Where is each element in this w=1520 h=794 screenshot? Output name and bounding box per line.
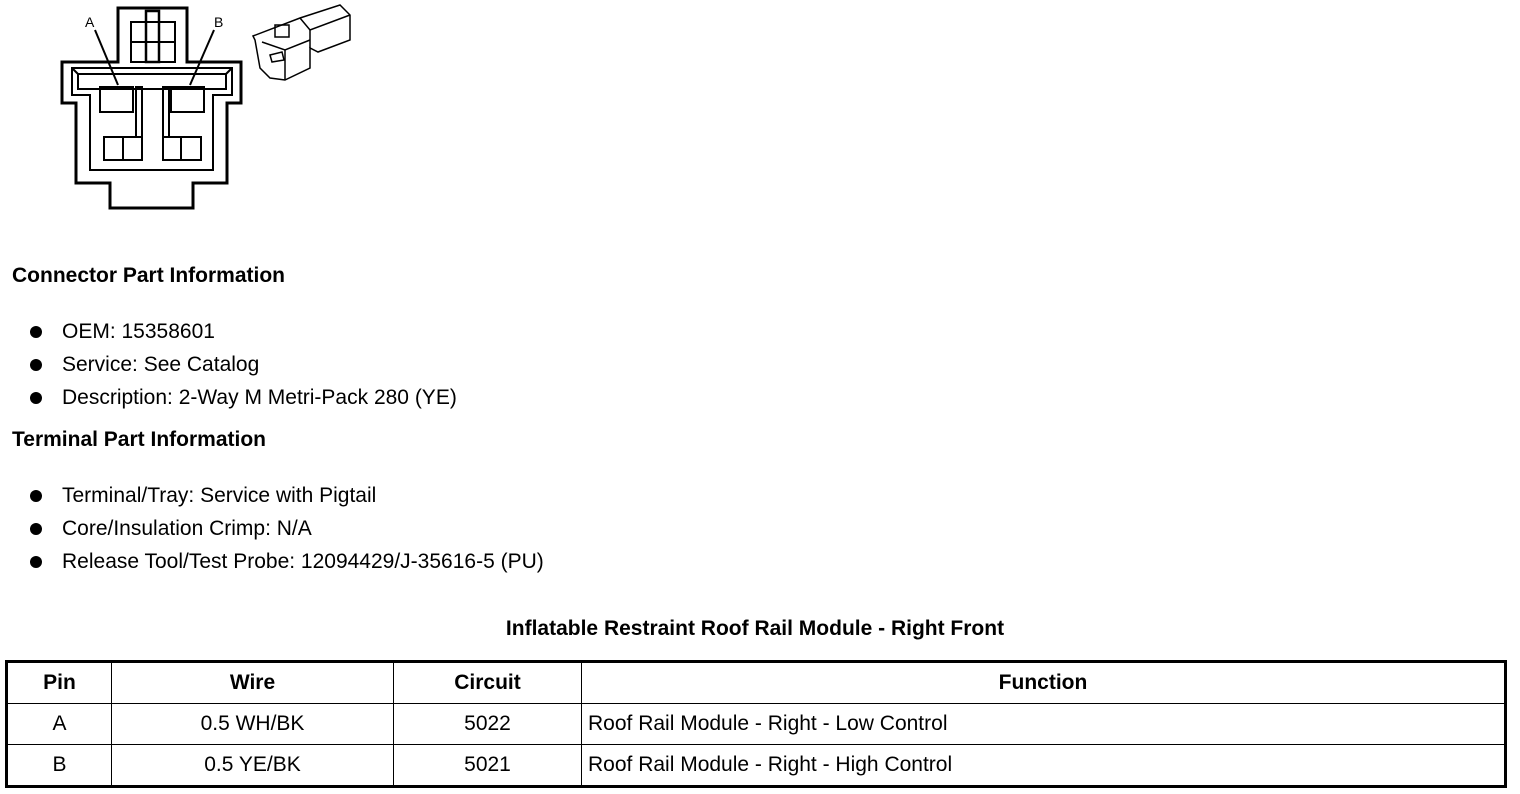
list-item: Release Tool/Test Probe: 12094429/J-3561… <box>28 545 544 578</box>
cell-function: Roof Rail Module - Right - Low Control <box>581 703 1506 745</box>
cell-circuit: 5022 <box>393 703 582 745</box>
pin-label-a: A <box>85 14 95 30</box>
header-circuit: Circuit <box>393 661 582 704</box>
connector-part-info-heading: Connector Part Information <box>12 264 286 287</box>
header-function: Function <box>581 661 1506 704</box>
cell-circuit: 5021 <box>393 744 582 787</box>
connector-face-diagram: A B <box>60 4 351 210</box>
pin-b-cavity <box>170 86 205 113</box>
list-item: Description: 2-Way M Metri-Pack 280 (YE) <box>28 381 457 414</box>
cell-pin: B <box>6 744 112 787</box>
list-item: Service: See Catalog <box>28 348 457 381</box>
cell-wire: 0.5 WH/BK <box>111 703 394 745</box>
header-pin: Pin <box>6 661 112 704</box>
list-item: OEM: 15358601 <box>28 315 457 348</box>
pinout-table: Pin Wire Circuit Function A 0.5 WH/BK 50… <box>5 660 1507 788</box>
list-item: Terminal/Tray: Service with Pigtail <box>28 479 544 512</box>
connector-part-info-list: OEM: 15358601 Service: See Catalog Descr… <box>28 315 457 414</box>
terminal-part-info-list: Terminal/Tray: Service with Pigtail Core… <box>28 479 544 578</box>
table-row: B 0.5 YE/BK 5021 Roof Rail Module - Righ… <box>6 744 1506 787</box>
table-row: A 0.5 WH/BK 5022 Roof Rail Module - Righ… <box>6 703 1506 745</box>
terminal-part-info-heading: Terminal Part Information <box>12 428 266 451</box>
connector-housing-outline <box>60 6 243 210</box>
table-title: Inflatable Restraint Roof Rail Module - … <box>505 617 1005 640</box>
cell-function: Roof Rail Module - Right - High Control <box>581 744 1506 787</box>
cell-pin: A <box>6 703 112 745</box>
header-wire: Wire <box>111 661 394 704</box>
inner-frame <box>71 67 233 171</box>
connector-isometric-icon <box>251 4 351 81</box>
pin-a-cavity <box>99 86 134 113</box>
list-item: Core/Insulation Crimp: N/A <box>28 512 544 545</box>
pin-label-b: B <box>214 14 223 30</box>
cell-wire: 0.5 YE/BK <box>111 744 394 787</box>
table-header-row: Pin Wire Circuit Function <box>6 661 1506 704</box>
